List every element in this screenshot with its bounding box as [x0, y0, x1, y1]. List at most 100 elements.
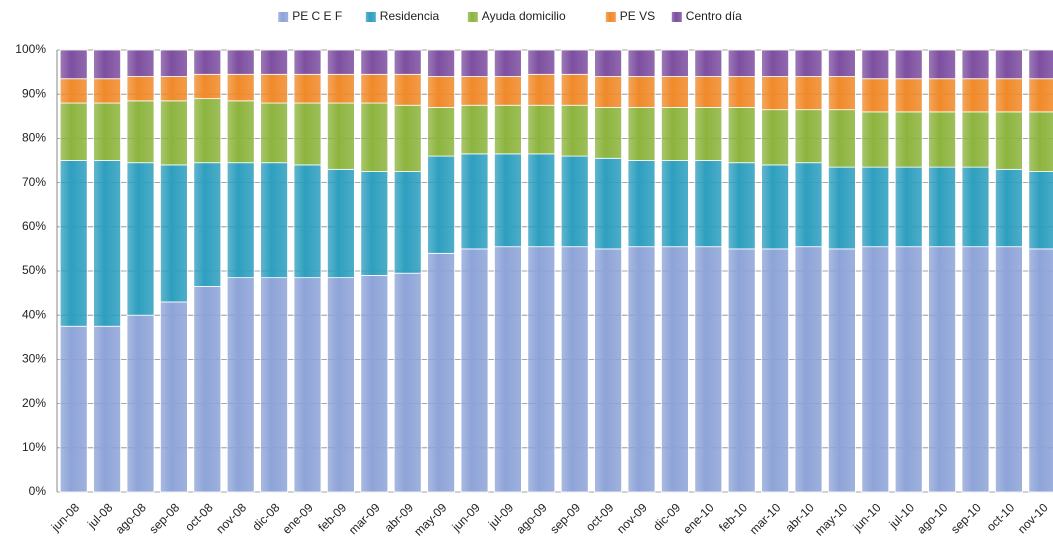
bar-segment — [326, 168, 355, 279]
bar-segment — [727, 76, 756, 108]
x-tick-label: ago-08 — [113, 500, 150, 537]
bar-segment — [928, 111, 956, 168]
y-tick-label: 100% — [15, 42, 46, 56]
bar-segment — [393, 49, 422, 75]
bar-segment — [93, 102, 121, 161]
legend-label: PE VS — [620, 9, 655, 23]
bar-segment — [761, 49, 789, 77]
legend-label: Residencia — [380, 9, 440, 23]
bar-segment — [493, 153, 522, 248]
bar-segment — [861, 166, 890, 248]
bar-segment — [193, 162, 222, 287]
x-tick-label: jul-09 — [485, 500, 517, 532]
bar-segment — [627, 107, 656, 161]
bar-segment — [727, 49, 756, 77]
bar-segment — [527, 73, 556, 106]
bar-segment — [560, 104, 589, 157]
bar-segment — [126, 100, 155, 164]
bar-segment — [661, 49, 689, 77]
bar-segment — [427, 155, 456, 254]
bar-segment — [694, 246, 723, 493]
bar-segment — [393, 272, 422, 493]
x-tick-label: jul-10 — [886, 500, 918, 532]
bar-segment — [861, 246, 890, 493]
bar-segment — [159, 76, 188, 102]
bar-segment — [861, 49, 890, 80]
bar-segment — [594, 76, 622, 108]
bar-segment — [293, 164, 322, 279]
bar-segment — [627, 49, 656, 77]
bar-segment — [928, 78, 956, 113]
bar-segment — [727, 162, 756, 250]
bar-segment — [159, 164, 188, 303]
bar-segment — [594, 107, 622, 159]
bar-segment — [59, 78, 88, 104]
bar-segment — [594, 248, 622, 493]
x-tick-label: nov-10 — [1015, 500, 1051, 536]
y-tick-label: 0% — [29, 484, 47, 498]
y-tick-label: 40% — [22, 307, 46, 321]
bar-segment — [794, 49, 823, 77]
bar-segment — [694, 160, 723, 248]
x-tick-label: jul-08 — [84, 500, 116, 532]
bar-segment — [493, 104, 522, 155]
legend-swatch — [671, 12, 682, 22]
bar-segment — [1028, 171, 1053, 250]
x-tick-label: jun-09 — [449, 500, 483, 534]
bar-segment — [627, 246, 656, 493]
x-tick-label: ago-10 — [914, 500, 951, 537]
bar-segment — [427, 76, 456, 108]
bar-segment — [727, 107, 756, 164]
x-tick-label: ene-10 — [680, 500, 717, 537]
bar-segment — [761, 248, 789, 493]
bar-segment — [393, 171, 422, 274]
bar-segment — [293, 277, 322, 493]
bar-segment — [794, 109, 823, 164]
x-tick-label: may-09 — [411, 500, 449, 538]
bar-segment — [193, 286, 222, 493]
bar-segment — [460, 49, 489, 77]
bar-segment — [360, 102, 389, 172]
bar-segment — [894, 166, 923, 248]
bar-segment — [427, 49, 456, 77]
x-tick-label: feb-10 — [716, 500, 750, 534]
bar-segment — [226, 49, 255, 75]
bar-segment — [360, 275, 389, 493]
bar-segment — [93, 78, 121, 104]
y-tick-label: 90% — [22, 86, 46, 100]
bar-segment — [894, 49, 923, 80]
bar-segment — [694, 49, 723, 77]
bar-segment — [828, 76, 856, 111]
bar-segment — [59, 160, 88, 327]
bar-segment — [59, 49, 88, 80]
bar-segment — [995, 246, 1023, 493]
bar-segment — [627, 160, 656, 248]
x-tick-label: jun-10 — [849, 500, 883, 534]
bar-segment — [126, 49, 155, 77]
bar-segment — [126, 162, 155, 316]
bar-segment — [326, 277, 355, 493]
bar-segment — [828, 248, 856, 493]
bar-segment — [226, 100, 255, 164]
bar-segment — [828, 166, 856, 250]
x-tick-label: jun-08 — [48, 500, 82, 534]
bar-segment — [293, 49, 322, 75]
x-tick-label: mar-09 — [346, 500, 383, 537]
bar-segment — [560, 73, 589, 106]
bar-segment — [427, 107, 456, 157]
y-tick-label: 80% — [22, 131, 46, 145]
bar-segment — [894, 78, 923, 113]
x-tick-label: oct-10 — [984, 500, 1018, 534]
bar-segment — [126, 314, 155, 493]
x-tick-label: may-10 — [812, 500, 850, 538]
bar-segment — [326, 49, 355, 75]
bar-segment — [761, 164, 789, 250]
bar-segment — [460, 153, 489, 250]
x-tick-label: nov-08 — [213, 500, 249, 536]
bar-segment — [260, 102, 289, 164]
bar-segment — [460, 104, 489, 155]
bar-segment — [928, 166, 956, 248]
bar-segment — [360, 73, 389, 104]
x-tick-label: sep-09 — [547, 500, 583, 536]
